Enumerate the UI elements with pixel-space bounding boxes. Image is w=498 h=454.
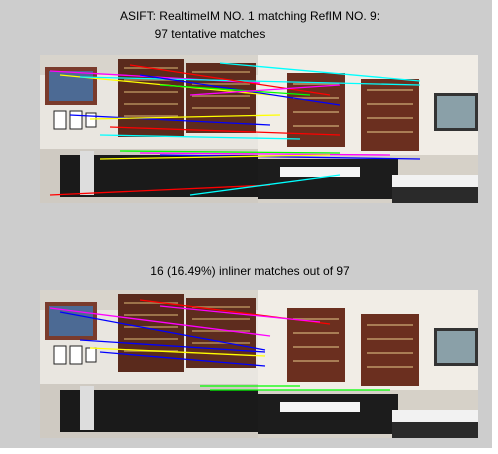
bottom-image-pair — [40, 290, 478, 438]
page: ASIFT: RealtimeIM NO. 1 matching RefIM N… — [0, 0, 498, 454]
top-subtitle: 97 tentative matches — [155, 27, 266, 41]
top-image-pair — [40, 55, 478, 203]
top-title: ASIFT: RealtimeIM NO. 1 matching RefIM N… — [120, 9, 380, 23]
photo-pair — [40, 290, 478, 438]
figure-window: ASIFT: RealtimeIM NO. 1 matching RefIM N… — [0, 0, 498, 454]
bottom-title: 16 (16.49%) inliner matches out of 97 — [150, 264, 350, 278]
